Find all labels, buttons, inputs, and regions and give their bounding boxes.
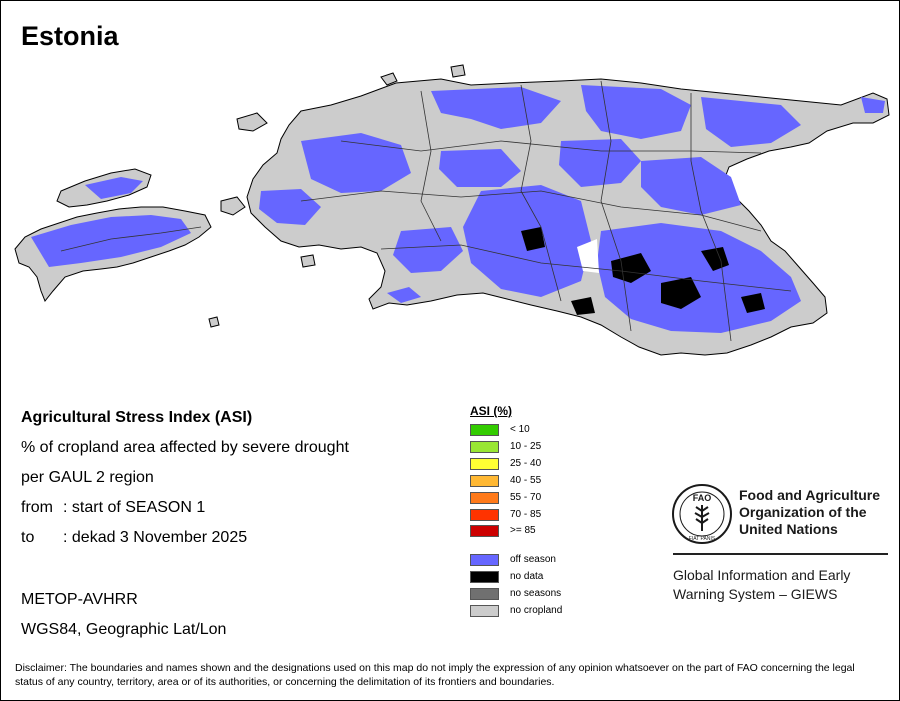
- map-title: Estonia: [21, 21, 119, 51]
- kihnu-island: [300, 254, 316, 268]
- legend-label: no cropland: [510, 605, 563, 616]
- legend-label: off season: [510, 554, 556, 565]
- muhu-island: [220, 196, 246, 216]
- index-description-unit: per GAUL 2 region: [21, 469, 154, 486]
- off-season-cropland: [31, 85, 885, 333]
- legend-swatch: [470, 475, 499, 487]
- projection-name: WGS84, Geographic Lat/Lon: [21, 621, 227, 638]
- legend-label: 70 - 85: [510, 509, 542, 520]
- fao-organization-name: Food and Agriculture Organization of the…: [739, 487, 899, 538]
- legend-swatch: [470, 441, 499, 453]
- white-gap-area: [577, 239, 599, 273]
- naissaar-island: [450, 64, 466, 78]
- legend-swatch: [470, 588, 499, 600]
- no-data-areas: [521, 227, 765, 315]
- estonia-map: [14, 64, 890, 356]
- disclaimer: Disclaimer: The boundaries and names sho…: [15, 662, 855, 688]
- region-boundaries: [60, 80, 792, 342]
- period-to-label: to: [21, 529, 35, 546]
- period-from-label: from: [21, 499, 53, 516]
- vormsi-island: [236, 112, 268, 132]
- legend-swatch: [470, 571, 499, 583]
- fao-name-line: Food and Agriculture: [739, 487, 881, 503]
- prangli-island: [380, 72, 398, 86]
- legend-swatch: [470, 525, 499, 537]
- legend-swatch: [470, 605, 499, 617]
- legend-label: no seasons: [510, 588, 562, 599]
- legend-label: >= 85: [510, 525, 536, 536]
- fao-divider: [673, 553, 888, 555]
- period-to: to : dekad 3 November 2025: [21, 529, 247, 547]
- legend-label: 10 - 25: [510, 441, 542, 452]
- period-from: from : start of SEASON 1: [21, 499, 205, 517]
- fao-name-line: Organization of the: [739, 504, 867, 520]
- legend-label: 40 - 55: [510, 475, 542, 486]
- legend-label: < 10: [510, 424, 530, 435]
- fao-name-line: United Nations: [739, 521, 838, 537]
- legend-title: ASI (%): [470, 404, 512, 418]
- legend-swatch: [470, 458, 499, 470]
- legend-swatch: [470, 492, 499, 504]
- index-title: Agricultural Stress Index (ASI): [21, 409, 253, 426]
- fao-logo-motto: FIAT PANIS: [689, 536, 716, 542]
- giews-name-line: Global Information and Early: [673, 567, 851, 583]
- index-description: % of cropland area affected by severe dr…: [21, 439, 349, 456]
- legend-swatch: [470, 509, 499, 521]
- sensor-name: METOP-AVHRR: [21, 591, 138, 608]
- legend-swatch: [470, 424, 499, 436]
- fao-logo: FAO FIAT PANIS: [672, 484, 732, 544]
- giews-name: Global Information and Early Warning Sys…: [673, 566, 893, 604]
- ruhnu-island: [208, 316, 220, 328]
- period-to-value: : dekad 3 November 2025: [63, 529, 248, 546]
- legend-swatch: [470, 554, 499, 566]
- giews-name-line: Warning System – GIEWS: [673, 586, 838, 602]
- period-from-value: : start of SEASON 1: [63, 499, 206, 516]
- legend-label: 25 - 40: [510, 458, 542, 469]
- legend-label: 55 - 70: [510, 492, 542, 503]
- legend-label: no data: [510, 571, 544, 582]
- fao-logo-letters: FAO: [693, 493, 712, 503]
